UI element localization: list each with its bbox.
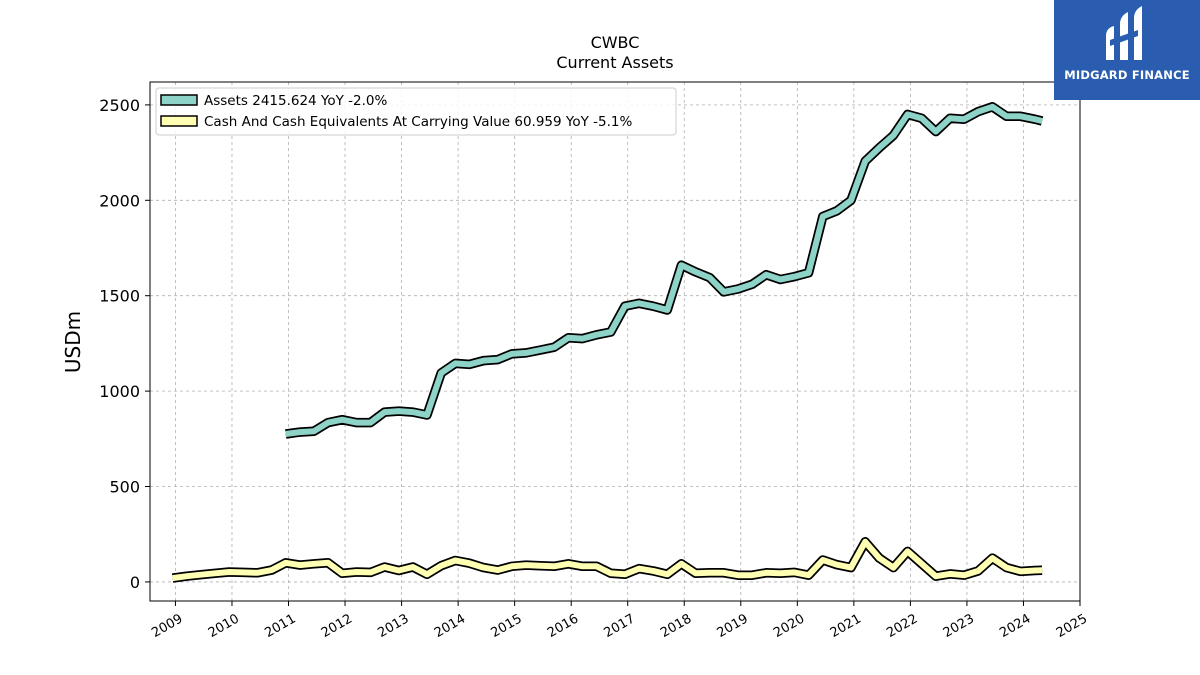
x-tick-label: 2009 xyxy=(149,611,185,641)
x-tick-label: 2022 xyxy=(884,611,920,641)
y-tick-label: 2000 xyxy=(99,191,140,210)
x-tick-label: 2016 xyxy=(545,611,581,641)
x-tick-label: 2025 xyxy=(1054,611,1090,641)
brand-logo-text: MIDGARD FINANCE xyxy=(1064,68,1190,82)
y-tick-label: 0 xyxy=(130,573,140,592)
legend-entry-0: Assets 2415.624 YoY -2.0% xyxy=(204,93,388,109)
y-tick-label: 2500 xyxy=(99,96,140,115)
legend-box xyxy=(155,87,677,136)
plot-frame xyxy=(149,81,1081,602)
series-outline-0 xyxy=(285,102,1044,439)
x-tick-label: 2024 xyxy=(997,611,1033,641)
x-tick-label: 2018 xyxy=(658,611,694,641)
x-tick-label: 2015 xyxy=(488,611,524,641)
legend-swatch-0 xyxy=(160,94,198,106)
chart-subtitle: Current Assets xyxy=(556,53,673,72)
legend: Assets 2415.624 YoY -2.0% Cash And Cash E… xyxy=(155,87,677,136)
x-axis: 2009 2010 2011 2012 2013 2014 2015 2016 2017 2018… xyxy=(149,601,1090,641)
x-tick-label: 2020 xyxy=(771,611,807,641)
legend-swatch-1 xyxy=(160,115,198,127)
x-tick-label: 2013 xyxy=(375,611,411,641)
y-axis: 0 500 1000 1500 2000 2500 xyxy=(99,96,150,592)
y-tick-label: 500 xyxy=(109,478,140,497)
y-tick-label: 1500 xyxy=(99,287,140,306)
series-line-0 xyxy=(285,103,1043,437)
legend-entry-1: Cash And Cash Equivalents At Carrying Va… xyxy=(204,114,632,130)
x-tick-label: 2017 xyxy=(602,611,638,641)
x-tick-label: 2014 xyxy=(432,611,468,641)
brand-logo: MIDGARD FINANCE xyxy=(1054,0,1200,100)
y-tick-label: 1000 xyxy=(99,382,140,401)
y-axis-label: USDm xyxy=(61,311,85,373)
grid xyxy=(150,82,1081,601)
series-line-1 xyxy=(172,538,1043,582)
brand-logo-mark-icon xyxy=(1106,6,1142,60)
series-layer xyxy=(171,102,1044,583)
x-tick-label: 2012 xyxy=(319,611,355,641)
x-tick-label: 2011 xyxy=(262,611,298,641)
x-tick-label: 2010 xyxy=(206,611,242,641)
x-tick-label: 2021 xyxy=(828,611,864,641)
chart-title: CWBC xyxy=(591,33,640,52)
x-tick-label: 2023 xyxy=(941,611,977,641)
x-tick-label: 2019 xyxy=(715,611,751,641)
